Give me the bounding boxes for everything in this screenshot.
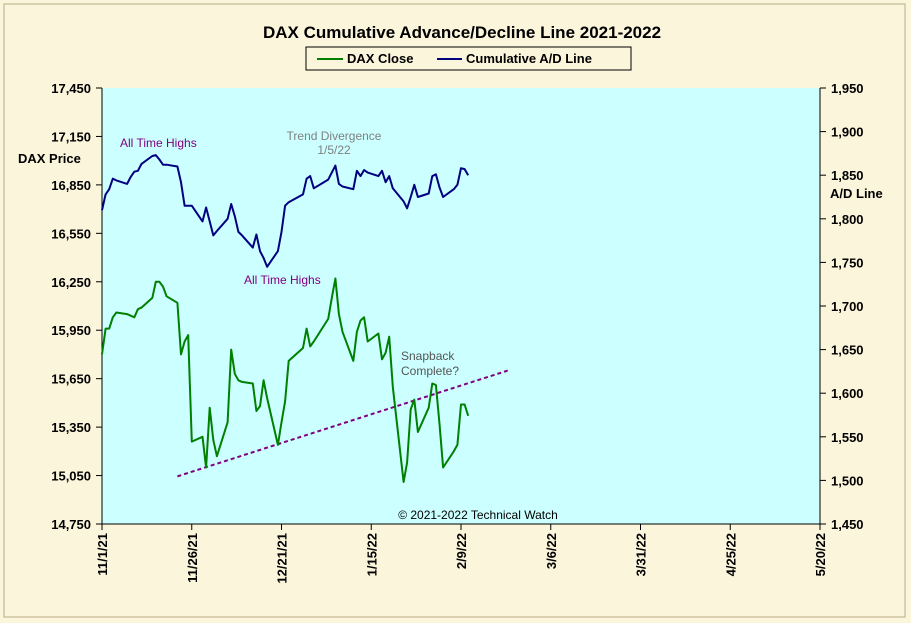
legend-label-ad-line: Cumulative A/D Line	[466, 51, 592, 66]
x-tick-label: 4/25/22	[723, 533, 738, 576]
annotation-all-time-highs-mid: All Time Highs	[244, 273, 321, 287]
annotation-trend-divergence: Trend Divergence	[287, 129, 382, 143]
x-tick-label: 3/6/22	[544, 533, 559, 569]
trendline-dashed	[177, 369, 508, 478]
right-tick-label: 1,600	[831, 386, 864, 401]
left-tick-label: 17,450	[51, 81, 91, 96]
annotation-snapback-complete: Complete?	[401, 364, 459, 378]
annotation-snapback: Snapback	[401, 349, 455, 363]
x-tick-label: 3/31/22	[634, 533, 649, 576]
right-tick-label: 1,500	[831, 473, 864, 488]
series-line-cumulative-ad	[101, 154, 470, 268]
right-tick-label: 1,800	[831, 212, 864, 227]
legend-box	[305, 46, 632, 71]
annotation-all-time-highs-top: All Time Highs	[120, 136, 197, 150]
x-tick-label: 12/21/21	[275, 533, 290, 584]
x-tick-label: 1/15/22	[364, 533, 379, 576]
left-tick-label: 15,950	[51, 323, 91, 338]
chart-title: DAX Cumulative Advance/Decline Line 2021…	[263, 23, 661, 42]
right-tick-label: 1,450	[831, 517, 864, 532]
right-tick-label: 1,700	[831, 299, 864, 314]
right-axis-label: A/D Line	[830, 186, 883, 201]
left-tick-label: 17,150	[51, 129, 91, 144]
right-tick-label: 1,950	[831, 81, 864, 96]
left-tick-label: 15,050	[51, 469, 91, 484]
right-tick-label: 1,750	[831, 255, 864, 270]
left-tick-label: 16,850	[51, 178, 91, 193]
x-tick-label: 11/26/21	[185, 533, 200, 583]
legend-label-dax-close: DAX Close	[347, 51, 413, 66]
left-tick-label: 16,550	[51, 226, 91, 241]
x-tick-label: 5/20/22	[813, 533, 828, 576]
x-tick-label: 2/9/22	[454, 533, 469, 569]
left-tick-label: 14,750	[51, 517, 91, 532]
copyright-text: © 2021-2022 Technical Watch	[398, 508, 558, 522]
right-tick-label: 1,850	[831, 168, 864, 183]
legend: DAX Close Cumulative A/D Line	[305, 46, 632, 71]
left-tick-label: 15,650	[51, 372, 91, 387]
right-tick-label: 1,900	[831, 125, 864, 140]
outer-border	[3, 3, 906, 618]
series-line-dax-close	[101, 277, 470, 483]
left-axis-label: DAX Price	[18, 151, 81, 166]
x-tick-label: 11/1/21	[95, 533, 110, 576]
annotation-divergence-date: 1/5/22	[317, 143, 351, 157]
left-tick-label: 16,250	[51, 275, 91, 290]
left-tick-label: 15,350	[51, 420, 91, 435]
plot-area	[102, 88, 820, 524]
right-tick-label: 1,550	[831, 430, 864, 445]
right-tick-label: 1,650	[831, 343, 864, 358]
